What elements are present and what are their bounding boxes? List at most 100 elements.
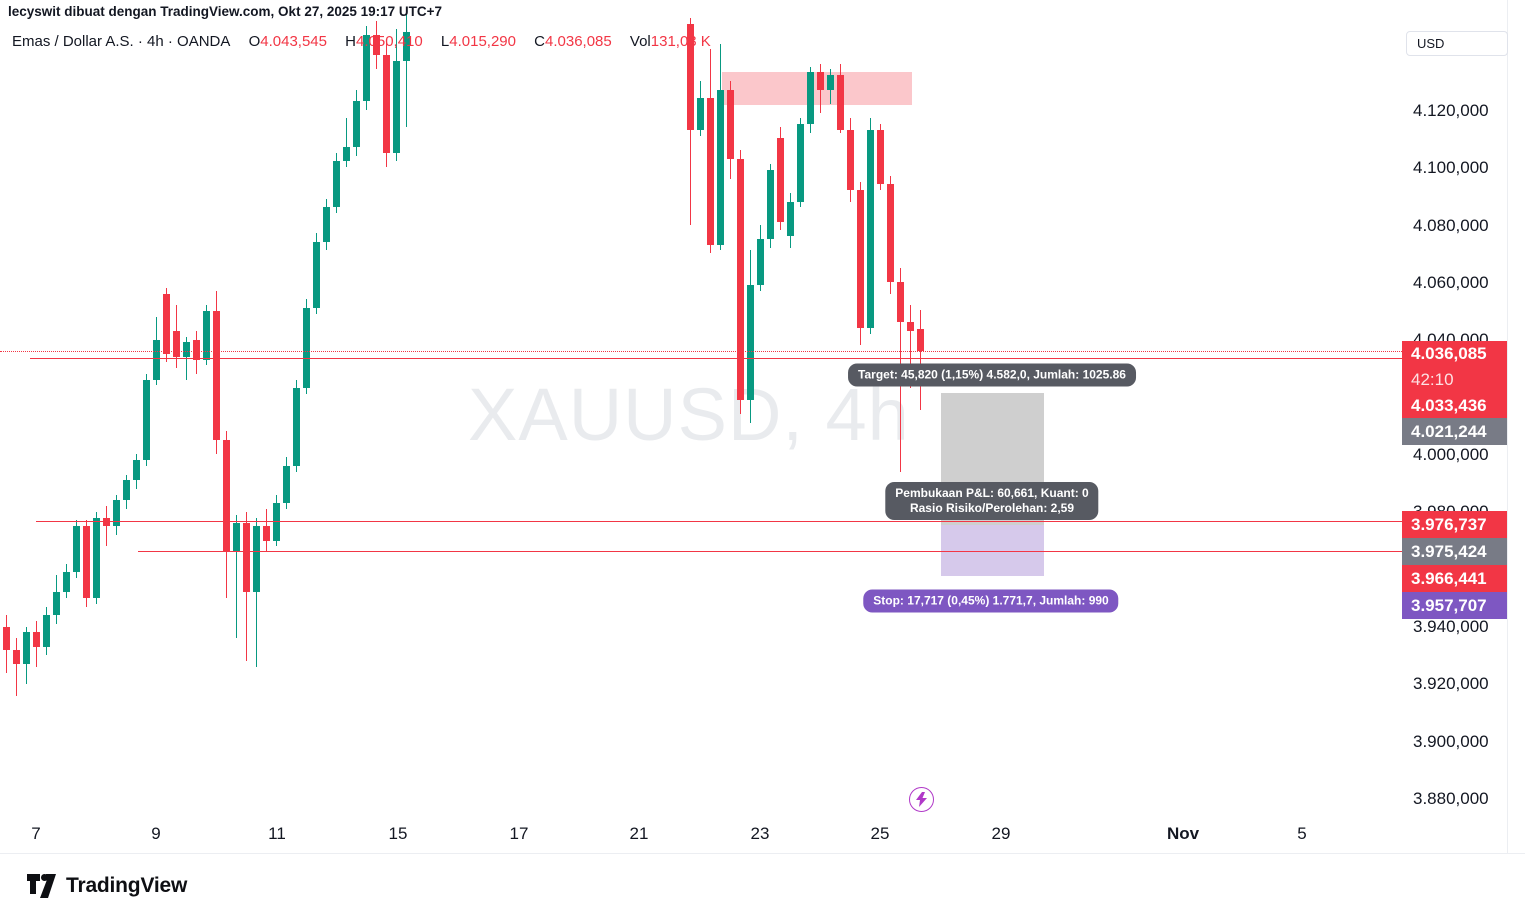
candle: [223, 440, 230, 553]
candle: [73, 526, 80, 573]
drawn-line-3966[interactable]: [138, 550, 1402, 552]
line-price-label-2-value: 3.966,441: [1411, 569, 1487, 588]
candle: [837, 75, 844, 130]
candle: [233, 523, 240, 553]
candle: [687, 23, 694, 130]
candle-wick: [16, 638, 17, 696]
symbol-title[interactable]: Emas / Dollar A.S. · 4h · OANDA: [12, 33, 231, 50]
time-tick-label: 25: [870, 824, 890, 843]
candle: [253, 526, 260, 593]
time-tick-label: 9: [151, 824, 161, 843]
current-price-label-value: 4.036,085: [1411, 344, 1487, 364]
candle-wick: [236, 514, 237, 639]
candle-wick: [186, 336, 187, 380]
candle: [343, 147, 350, 162]
position-stop-box[interactable]: [941, 524, 1044, 576]
volume: Vol131,03 K: [629, 33, 711, 50]
current-price-label-value: 42:10: [1411, 369, 1454, 389]
candle-wick: [256, 517, 257, 667]
ohlc-high: H4.050,410: [345, 33, 423, 50]
time-tick-label: 15: [388, 824, 408, 843]
candle: [163, 293, 170, 354]
entry-price-label-value: 3.975,424: [1411, 542, 1487, 561]
candle: [393, 60, 400, 153]
line-price-label-1: 3.976,737: [1402, 511, 1507, 538]
drawn-line-4033[interactable]: [30, 358, 1402, 360]
candle: [707, 98, 714, 245]
candle: [203, 310, 210, 360]
candle-wick: [406, 12, 407, 127]
candle: [323, 207, 330, 242]
stop-tooltip: Stop: 17,717 (0,45%) 1.771,7, Jumlah: 99…: [863, 589, 1119, 613]
tradingview-logo[interactable]: TradingView: [26, 873, 187, 899]
price-tick-label: 4.060,000: [1413, 273, 1489, 292]
price-tick-label: 4.120,000: [1413, 101, 1489, 120]
candle: [727, 89, 734, 159]
candle: [53, 592, 60, 616]
stop-price-label-value: 3.957,707: [1411, 596, 1487, 615]
ohlc-open: O4.043,545: [248, 33, 327, 50]
candle: [293, 388, 300, 466]
ohlc-close: C4.036,085: [534, 33, 612, 50]
candle: [3, 626, 10, 650]
candle-wick: [910, 305, 911, 389]
candle: [403, 32, 410, 61]
candle: [193, 339, 200, 360]
tradingview-logo-text: TradingView: [66, 874, 188, 897]
candle: [797, 124, 804, 202]
current-price-label-value: 4.033,436: [1411, 395, 1487, 415]
currency-selector-button[interactable]: USD: [1406, 31, 1508, 56]
candle: [373, 35, 380, 56]
candle: [917, 329, 924, 351]
quick-trade-lightning-icon[interactable]: [909, 787, 934, 812]
candle: [353, 101, 360, 148]
ohlc-low: L4.015,290: [440, 33, 516, 50]
time-tick-label: 7: [31, 824, 41, 843]
candle: [143, 379, 150, 461]
candle: [697, 98, 704, 130]
time-tick-label: 21: [629, 824, 649, 843]
current-price-line[interactable]: [0, 350, 1402, 352]
attribution-text: lecyswit dibuat dengan TradingView.com, …: [8, 4, 443, 19]
candle: [867, 129, 874, 328]
time-tick-label: 5: [1297, 824, 1307, 843]
candle: [123, 480, 130, 501]
candle: [313, 241, 320, 308]
candle: [333, 161, 340, 208]
price-tick-label: 3.920,000: [1413, 674, 1489, 693]
symbol-watermark: XAUUSD, 4h: [468, 373, 910, 456]
candle: [133, 460, 140, 481]
candle: [113, 500, 120, 527]
drawn-line-3976[interactable]: [36, 521, 1402, 523]
entry-price-label: 3.975,424: [1402, 538, 1507, 565]
chart-header: lecyswit dibuat dengan TradingView.com, …: [8, 4, 442, 19]
candle: [33, 632, 40, 647]
time-tick-label: 11: [268, 824, 286, 843]
candle: [857, 190, 864, 328]
time-axis-border: [0, 853, 1525, 854]
line-price-label-2: 3.966,441: [1402, 565, 1507, 592]
candle: [63, 572, 70, 593]
candle: [153, 339, 160, 380]
target-tooltip: Target: 45,820 (1,15%) 4.582,0, Jumlah: …: [848, 363, 1136, 387]
candle: [83, 526, 90, 599]
candle: [183, 342, 190, 357]
price-tick-label: 4.000,000: [1413, 445, 1489, 464]
candle: [897, 282, 904, 323]
candle: [13, 649, 20, 665]
price-tick-label: 4.100,000: [1413, 158, 1489, 177]
price-tick-label: 3.940,000: [1413, 617, 1489, 636]
chart-pane[interactable]: XAUUSD, 4h Target: 45,820 (1,15%) 4.582,…: [0, 0, 1402, 853]
line-price-label-1-value: 3.976,737: [1411, 515, 1487, 534]
candle: [173, 330, 180, 357]
candle: [363, 35, 370, 102]
candle: [23, 632, 30, 665]
target-price-label: 4.021,244: [1402, 418, 1507, 445]
symbol-info-bar: Emas / Dollar A.S. · 4h · OANDA O4.043,5…: [12, 33, 725, 50]
price-tick-label: 3.880,000: [1413, 789, 1489, 808]
candle: [887, 184, 894, 283]
candle-wick: [346, 118, 347, 168]
candle: [757, 238, 764, 285]
candle: [303, 307, 310, 389]
